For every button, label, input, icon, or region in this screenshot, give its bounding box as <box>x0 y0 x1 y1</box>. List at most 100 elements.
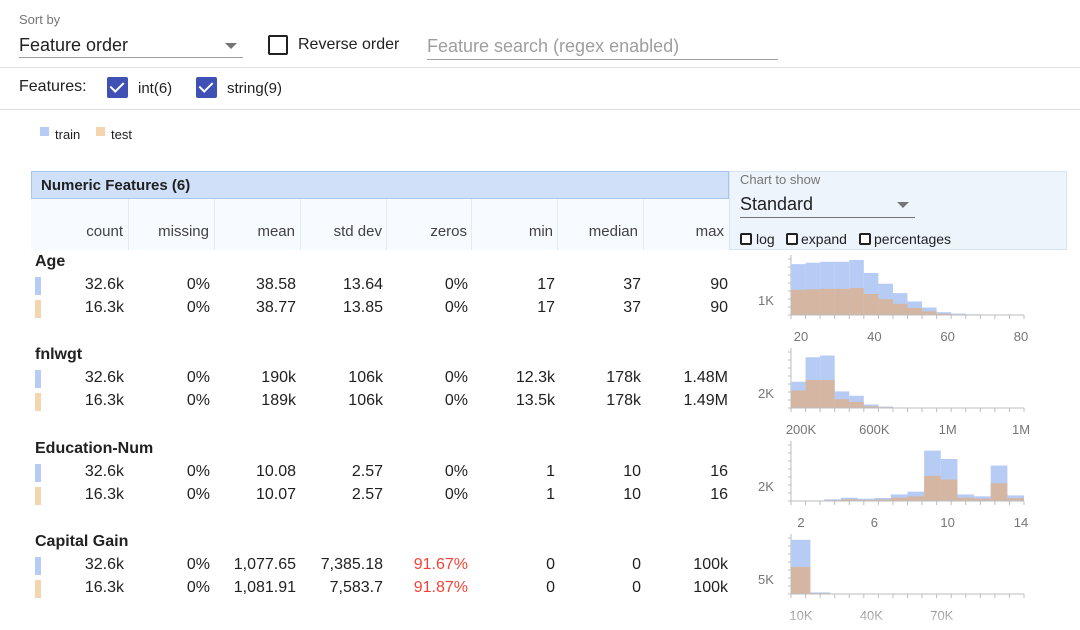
train-bar <box>922 307 937 315</box>
chevron-down-icon <box>897 202 909 208</box>
histogram-chart: 2K 200K 600K 1M 1M <box>758 348 1030 437</box>
test-bar <box>863 406 879 408</box>
stat-zeros-value: 91.87% <box>413 579 468 596</box>
feature-search-input[interactable] <box>427 33 778 60</box>
column-separator <box>557 199 558 250</box>
chevron-down-icon <box>225 43 237 49</box>
reverse-order-label[interactable]: Reverse order <box>298 36 400 53</box>
stat-std-dev-value: 7,583.7 <box>329 579 383 596</box>
train-bar <box>874 498 891 501</box>
test-bar <box>890 497 908 501</box>
log-label[interactable]: log <box>756 231 775 247</box>
test-bar <box>874 499 891 501</box>
test-bar <box>907 308 923 315</box>
stat-min-value: 0 <box>546 579 555 596</box>
train-row-marker <box>35 557 41 575</box>
stat-mean-value: 1,077.65 <box>233 556 296 573</box>
x-tick-label: 2 <box>797 515 804 530</box>
stat-max-value: 90 <box>710 299 728 316</box>
column-separator <box>214 199 215 250</box>
test-bar <box>974 498 991 501</box>
x-tick-label: 60 <box>940 329 954 344</box>
stat-min-value: 1 <box>546 486 555 503</box>
test-bar <box>936 313 952 315</box>
test-bar <box>940 479 958 501</box>
stat-count-value: 16.3k <box>84 579 124 596</box>
feature-name: Age <box>35 253 66 270</box>
test-bar <box>922 311 937 315</box>
sort-order-dropdown[interactable]: Feature order <box>19 33 243 58</box>
test-bar <box>805 380 821 408</box>
stat-median-value: 37 <box>623 276 641 293</box>
string-features-checkbox[interactable] <box>196 77 217 98</box>
test-bar <box>849 401 864 408</box>
stat-max-value: 100k <box>693 579 728 596</box>
x-tick-label: 40 <box>867 329 881 344</box>
stat-count-value: 32.6k <box>84 463 124 480</box>
int-features-checkbox[interactable] <box>107 77 128 98</box>
stat-mean-value: 38.77 <box>255 299 296 316</box>
column-header-median[interactable]: median <box>588 223 638 240</box>
test-bar <box>857 499 875 501</box>
test-bar <box>892 303 908 315</box>
stat-missing-value: 0% <box>186 392 210 409</box>
test-row-marker <box>35 580 41 598</box>
string-features-label[interactable]: string(9) <box>227 80 283 97</box>
stat-missing-value: 0% <box>186 486 210 503</box>
test-bar <box>849 287 864 315</box>
chart-options-panel: Chart to show Standard log expand percen… <box>729 171 1067 250</box>
column-header-max[interactable]: max <box>695 223 724 240</box>
x-tick-label: 6 <box>871 515 878 530</box>
column-separator <box>300 199 301 250</box>
test-bar <box>878 299 893 315</box>
stat-std-dev-value: 13.64 <box>342 276 383 293</box>
stat-median-value: 10 <box>623 463 641 480</box>
train-row-marker <box>35 277 41 295</box>
stat-count-value: 16.3k <box>84 486 124 503</box>
sort-by-label: Sort by <box>19 12 61 27</box>
column-header-std-dev[interactable]: std dev <box>333 223 382 240</box>
test-bar <box>863 294 879 315</box>
test-legend-label: test <box>111 127 132 142</box>
test-bar <box>924 475 941 501</box>
column-header-min[interactable]: min <box>528 223 553 240</box>
percentages-checkbox[interactable] <box>859 233 871 245</box>
percentages-label[interactable]: percentages <box>874 231 952 247</box>
log-checkbox[interactable] <box>740 233 752 245</box>
stat-max-value: 16 <box>710 463 728 480</box>
int-features-label[interactable]: int(6) <box>138 80 173 97</box>
stat-zeros-value: 0% <box>444 392 468 409</box>
sort-order-value: Feature order <box>19 35 129 55</box>
x-tick-label: 1M <box>939 422 957 437</box>
test-bar <box>791 390 806 408</box>
column-header-count[interactable]: count <box>86 223 123 240</box>
test-row-marker <box>35 300 41 318</box>
stat-mean-value: 1,081.91 <box>233 579 296 596</box>
features-label: Features: <box>19 78 87 95</box>
chart-type-dropdown[interactable]: Standard <box>740 192 915 218</box>
expand-label[interactable]: expand <box>801 231 847 247</box>
stat-std-dev-value: 2.57 <box>351 463 383 480</box>
train-row-marker <box>35 370 41 388</box>
stat-missing-value: 0% <box>186 463 210 480</box>
stat-missing-value: 0% <box>186 369 210 386</box>
column-header-zeros[interactable]: zeros <box>430 223 467 240</box>
reverse-order-checkbox[interactable] <box>268 35 288 55</box>
train-bar <box>878 406 893 408</box>
stat-max-value: 16 <box>710 486 728 503</box>
x-tick-label: 14 <box>1014 515 1028 530</box>
x-tick-label: 10 <box>940 515 954 530</box>
column-separator <box>128 199 129 250</box>
test-row-marker <box>35 393 41 411</box>
column-header-missing[interactable]: missing <box>158 223 209 240</box>
test-bar <box>805 289 821 315</box>
stat-min-value: 17 <box>537 276 555 293</box>
train-bar <box>951 313 966 315</box>
feature-type-filter: Features: int(6) string(9) <box>0 68 1080 110</box>
numeric-features-header: Numeric Features (6) <box>31 171 729 199</box>
stat-mean-value: 10.08 <box>255 463 296 480</box>
column-header-mean[interactable]: mean <box>257 223 295 240</box>
x-tick-label: 1M <box>1012 422 1030 437</box>
stat-std-dev-value: 106k <box>348 392 383 409</box>
expand-checkbox[interactable] <box>786 233 798 245</box>
